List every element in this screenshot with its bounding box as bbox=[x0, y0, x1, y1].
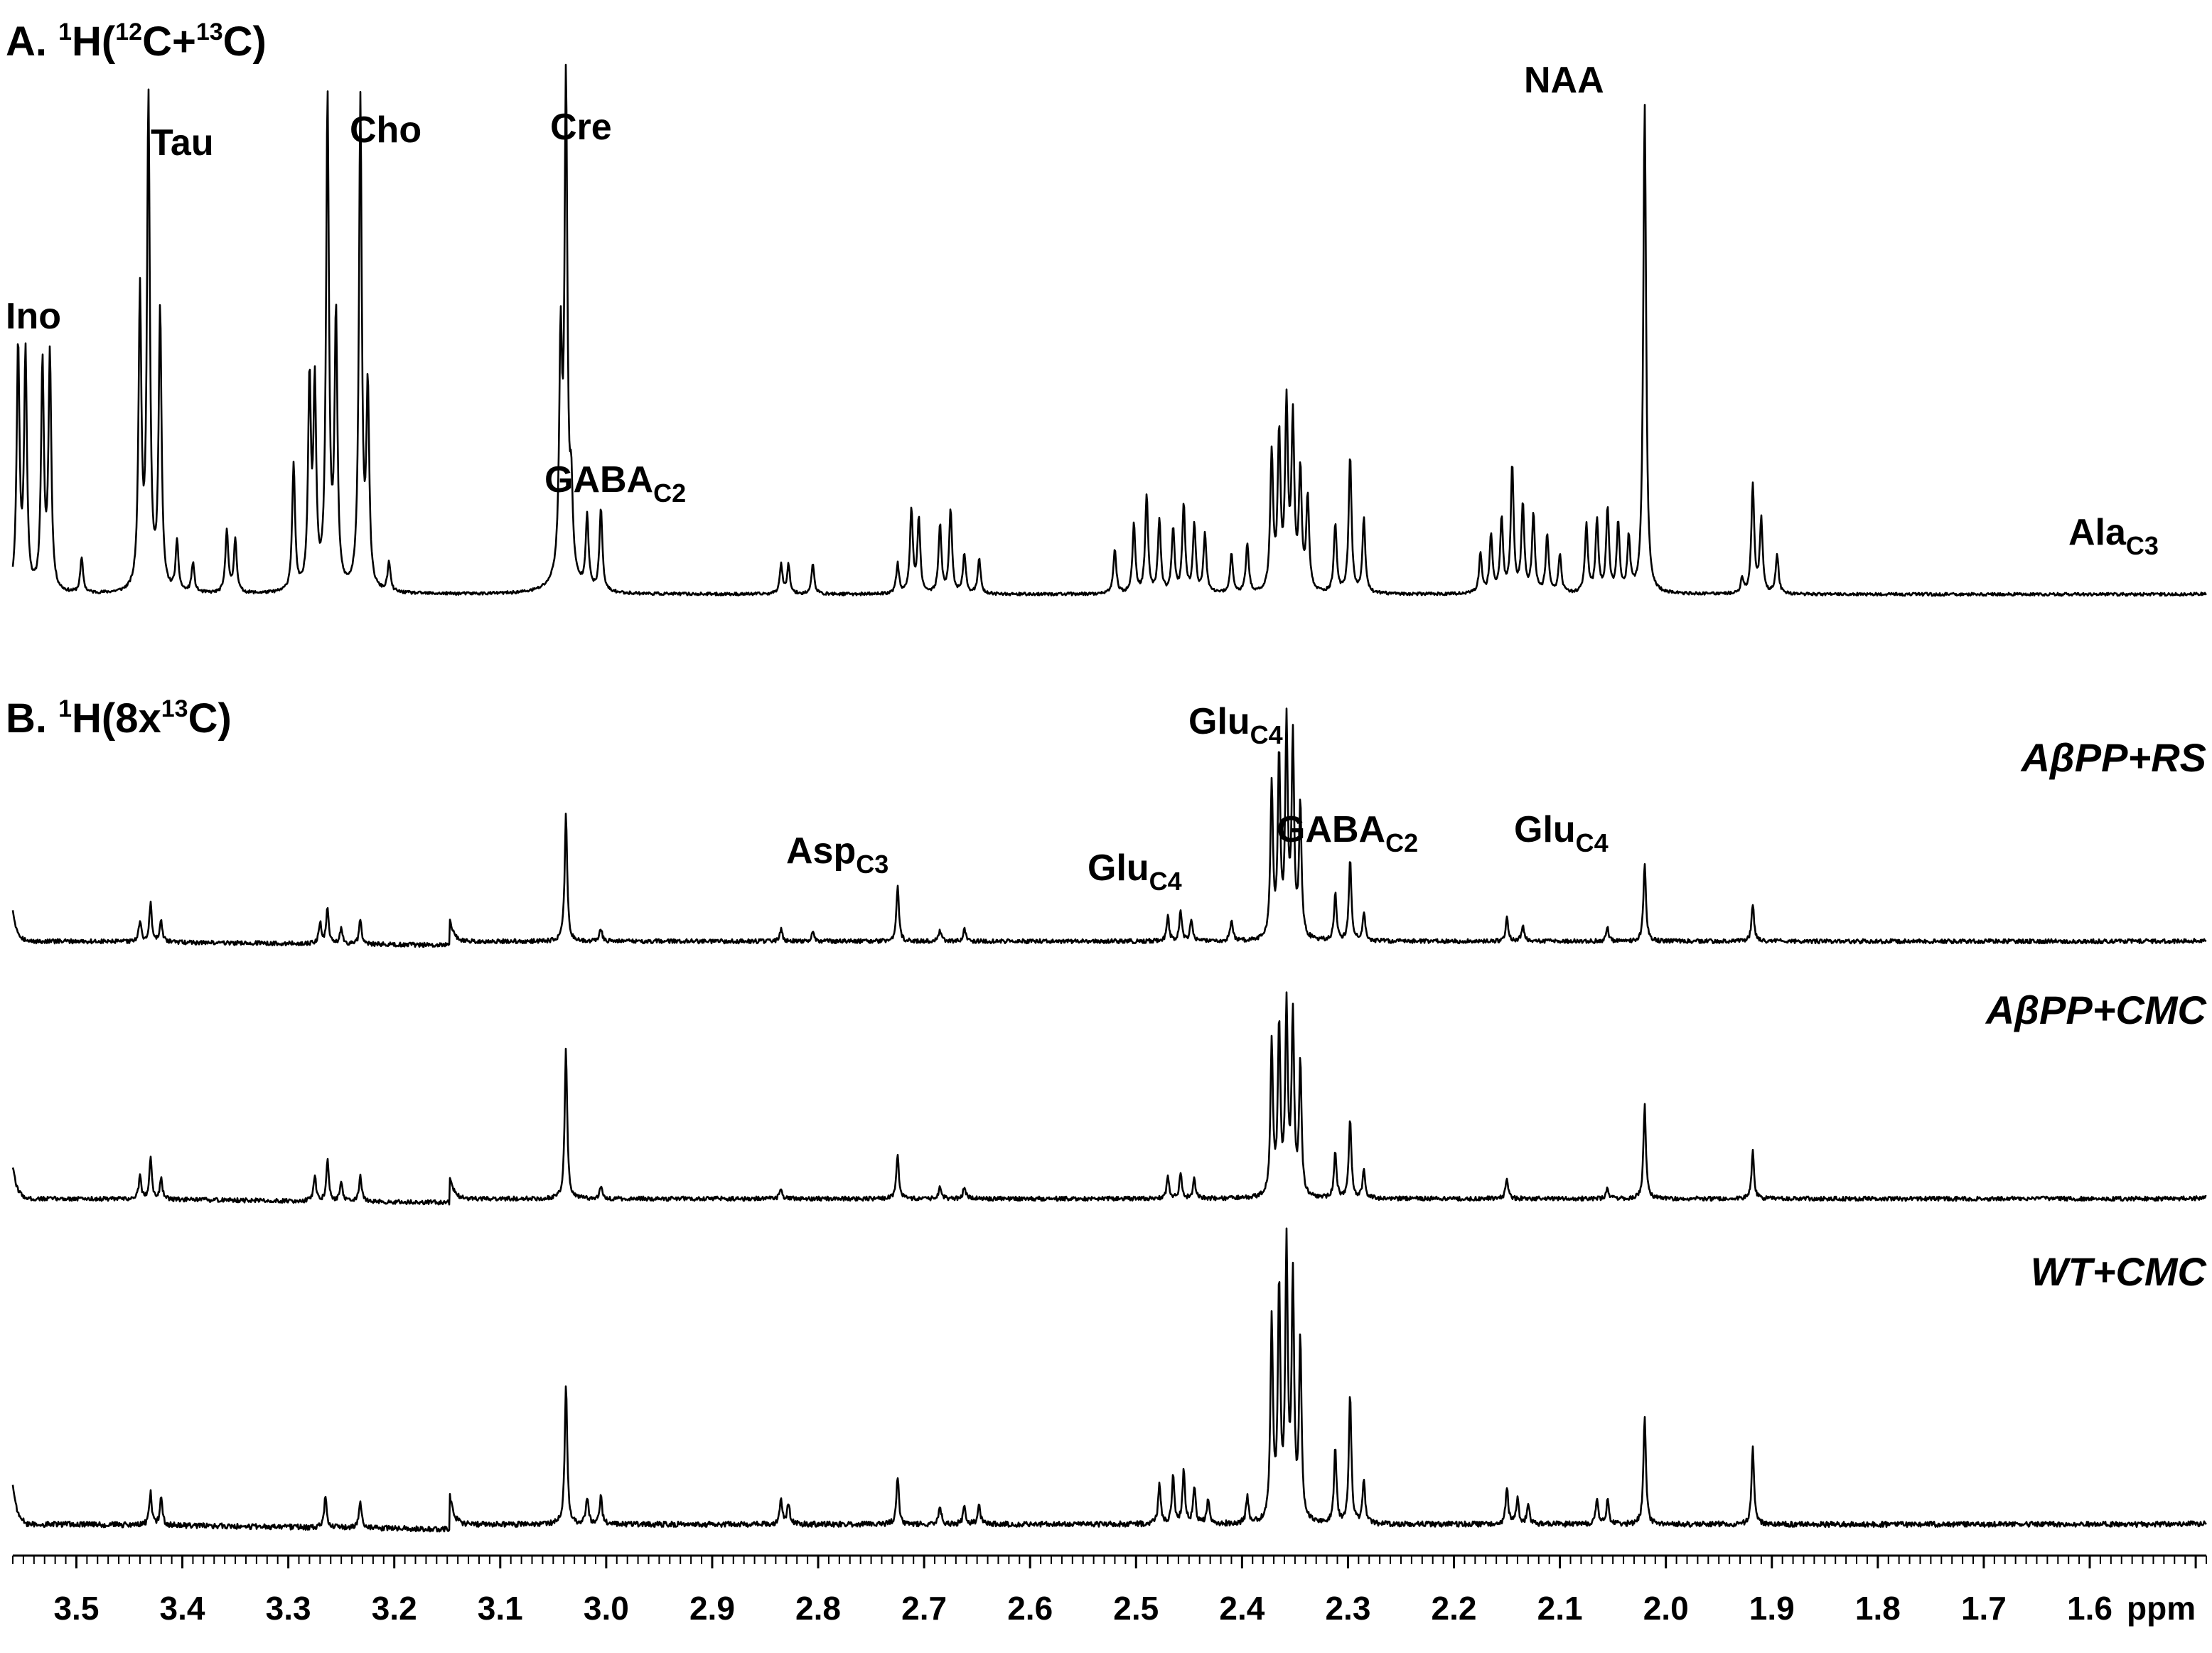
x-axis-major-ticks bbox=[75, 1556, 2197, 1568]
x-axis-tick-label: 1.7 bbox=[1961, 1590, 2007, 1627]
peak-label-glu-c4-top: GluC4 bbox=[1188, 701, 1283, 749]
x-axis: 3.5 3.4 3.3 3.2 3.1 3.0 2.9 2.8 2.7 2.6 2.5 2.4 2.3 2… bbox=[12, 1554, 2207, 1627]
sample-label-abpp-cmc: AβPP+CMC bbox=[1985, 988, 2208, 1032]
x-axis-tick-label: 3.1 bbox=[478, 1590, 523, 1627]
peak-label-gaba-c2-b: GABAC2 bbox=[1277, 809, 1418, 857]
peak-label-glu-c4-right: GluC4 bbox=[1514, 809, 1609, 857]
peak-label-ala-c3: AlaC3 bbox=[2068, 512, 2159, 560]
peak-label-ino: Ino bbox=[6, 296, 61, 337]
x-axis-minor-ticks bbox=[12, 1556, 2207, 1564]
peak-label-cho: Cho bbox=[350, 109, 422, 151]
x-axis-tick-label: 2.1 bbox=[1537, 1590, 1583, 1627]
spectrum-trace-abpp-rs bbox=[11, 707, 2207, 948]
x-axis-tick-label: 2.3 bbox=[1325, 1590, 1370, 1627]
peak-label-asp-c3: AspC3 bbox=[786, 830, 888, 879]
spectrum-trace-abpp-cmc bbox=[11, 991, 2207, 1206]
sample-label-wt-cmc: WT+CMC bbox=[2031, 1249, 2208, 1294]
spectrum-trace-wt-cmc bbox=[11, 1227, 2207, 1533]
x-axis-tick-label: 2.6 bbox=[1007, 1590, 1053, 1627]
x-axis-tick-label: 1.8 bbox=[1855, 1590, 1901, 1627]
x-axis-tick-label: 3.4 bbox=[160, 1590, 205, 1627]
x-axis-tick-label: 2.9 bbox=[689, 1590, 735, 1627]
x-axis-tick-label: 2.4 bbox=[1219, 1590, 1265, 1627]
x-axis-tick-label: 1.6 bbox=[2067, 1590, 2112, 1627]
x-axis-tick-label: 2.0 bbox=[1643, 1590, 1689, 1627]
x-axis-unit-label: ppm bbox=[2127, 1590, 2196, 1627]
peak-label-glu-c4-left: GluC4 bbox=[1088, 847, 1182, 896]
x-axis-tick-label: 3.5 bbox=[53, 1590, 99, 1627]
x-axis-tick-label: 3.2 bbox=[372, 1590, 417, 1627]
x-axis-tick-label: 2.2 bbox=[1432, 1590, 1477, 1627]
x-axis-tick-label: 1.9 bbox=[1749, 1590, 1795, 1627]
peak-label-gaba-c2-a: GABAC2 bbox=[544, 459, 686, 508]
x-axis-tick-label: 2.8 bbox=[795, 1590, 841, 1627]
spectrum-trace-a bbox=[11, 63, 2207, 597]
peak-label-cre: Cre bbox=[550, 107, 612, 148]
x-axis-tick-label: 3.0 bbox=[584, 1590, 629, 1627]
sample-label-abpp-rs: AβPP+RS bbox=[2020, 735, 2206, 780]
x-axis-tick-labels: 3.5 3.4 3.3 3.2 3.1 3.0 2.9 2.8 2.7 2.6 2.5 2.4 2.3 2… bbox=[53, 1590, 2112, 1627]
x-axis-tick-label: 3.3 bbox=[266, 1590, 311, 1627]
x-axis-tick-label: 2.7 bbox=[901, 1590, 947, 1627]
panel-a-title: A. 1H(12C+13C) bbox=[6, 18, 267, 65]
panel-b-title: B. 1H(8x13C) bbox=[6, 695, 232, 742]
x-axis-tick-label: 2.5 bbox=[1113, 1590, 1159, 1627]
peak-label-naa: NAA bbox=[1524, 60, 1604, 101]
peak-label-tau: Tau bbox=[151, 122, 214, 164]
